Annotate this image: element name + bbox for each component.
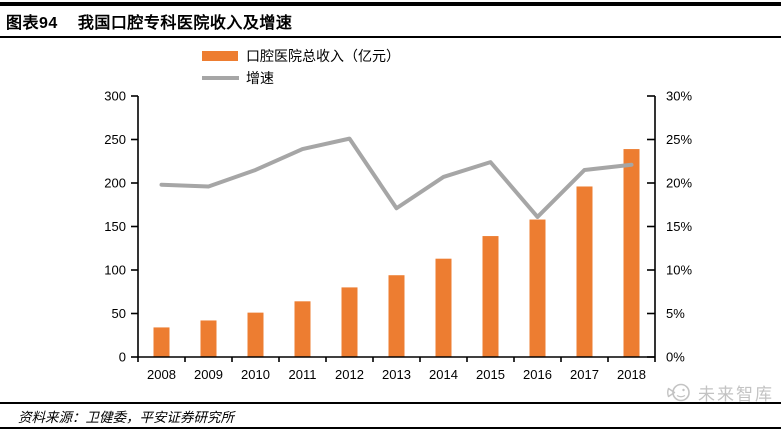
brand-logo-icon bbox=[667, 383, 690, 402]
bar-2015 bbox=[482, 236, 499, 357]
right-axis-label: 0% bbox=[666, 350, 685, 365]
legend-item-revenue: 口腔医院总收入（亿元） bbox=[202, 47, 400, 65]
x-axis-label-2014: 2014 bbox=[429, 367, 458, 382]
watermark-text: 未来智库 bbox=[698, 385, 774, 404]
right-axis-label: 5% bbox=[666, 306, 685, 321]
legend-item-growth: 增速 bbox=[202, 69, 400, 87]
growth-line bbox=[159, 136, 634, 219]
x-axis-label-2015: 2015 bbox=[476, 367, 505, 382]
watermark: 未来智库 bbox=[665, 380, 774, 405]
x-axis-label-2013: 2013 bbox=[382, 367, 411, 382]
left-axis-label: 300 bbox=[104, 89, 126, 104]
bar-2016 bbox=[529, 219, 546, 357]
x-axis-label-2016: 2016 bbox=[523, 367, 552, 382]
bar-2009 bbox=[200, 320, 217, 357]
left-axis-label: 150 bbox=[104, 219, 126, 234]
x-axis-label-2018: 2018 bbox=[617, 367, 646, 382]
left-axis-label: 100 bbox=[104, 263, 126, 278]
left-axis-label: 50 bbox=[112, 306, 126, 321]
bar-2017 bbox=[576, 186, 593, 357]
legend-label-revenue: 口腔医院总收入（亿元） bbox=[246, 48, 400, 64]
bar-2012 bbox=[341, 287, 358, 357]
right-axis-label: 25% bbox=[666, 132, 692, 147]
legend-label-growth: 增速 bbox=[246, 70, 274, 86]
left-axis-label: 200 bbox=[104, 176, 126, 191]
right-axis-label: 15% bbox=[666, 219, 692, 234]
figure-title: 我国口腔专科医院收入及增速 bbox=[77, 15, 293, 32]
right-axis-label: 10% bbox=[666, 263, 692, 278]
figure-header: 图表94 我国口腔专科医院收入及增速 bbox=[0, 2, 781, 38]
figure-label: 图表94 bbox=[6, 15, 58, 32]
source-footer: 资料来源：卫健委，平安证券研究所 bbox=[0, 402, 781, 429]
bar-2014 bbox=[435, 258, 452, 357]
bar-2013 bbox=[388, 275, 405, 357]
x-axis-label-2011: 2011 bbox=[289, 367, 317, 382]
x-axis-label-2012: 2012 bbox=[335, 367, 364, 382]
legend-swatch-line-icon bbox=[202, 76, 239, 80]
x-axis-label-2009: 2009 bbox=[194, 367, 223, 382]
legend-swatch-bar-icon bbox=[202, 51, 238, 61]
left-axis-label: 250 bbox=[104, 132, 126, 147]
x-axis-label-2010: 2010 bbox=[241, 367, 270, 382]
right-axis-label: 20% bbox=[666, 176, 692, 191]
bar-2018 bbox=[623, 149, 640, 357]
bar-2008 bbox=[153, 327, 170, 357]
x-axis-label-2008: 2008 bbox=[147, 367, 176, 382]
x-axis-label-2017: 2017 bbox=[570, 367, 599, 382]
bar-2010 bbox=[247, 312, 264, 357]
left-axis-label: 0 bbox=[119, 350, 126, 365]
right-axis-label: 30% bbox=[666, 89, 692, 104]
source-text: 资料来源：卫健委，平安证券研究所 bbox=[18, 409, 234, 425]
chart-legend: 口腔医院总收入（亿元） 增速 bbox=[202, 47, 400, 87]
bar-2011 bbox=[294, 301, 311, 357]
